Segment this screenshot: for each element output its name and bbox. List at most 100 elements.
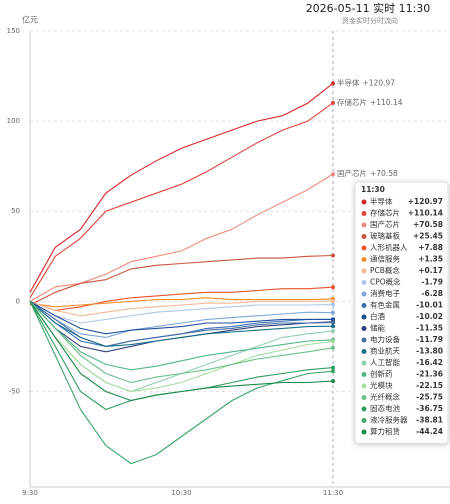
tooltip-value: -11.35 [416,324,443,333]
tooltip-value: +0.17 [418,266,443,275]
tooltip-value: -36.75 [416,404,443,413]
series-line [29,173,334,302]
tooltip-dot [361,383,367,389]
tooltip-name: 算力租赁 [370,426,400,436]
tooltip-name: 液冷服务器 [370,415,408,425]
tooltip-name: 存储芯片 [370,208,400,218]
tooltip-name: 人工智能 [370,357,400,367]
tooltip-dot [361,199,367,205]
end-label-value: +110.14 [370,98,403,107]
series-line [29,102,334,299]
y-tick-label: 150 [7,27,20,35]
tooltip-value: +70.58 [413,220,443,229]
tooltip-value: -44.24 [416,427,443,436]
tooltip-value: -13.80 [416,347,443,356]
tooltip-dot [361,406,367,412]
tooltip-value: -16.42 [416,358,443,367]
y-tick-label: 50 [11,207,20,215]
end-label-value: +120.97 [363,78,396,87]
tooltip-dot [361,245,367,251]
end-dot [331,172,335,177]
tooltip-name: 通信服务 [370,254,400,264]
tooltip-name: 商业航天 [370,346,400,356]
series-line [29,300,334,347]
tooltip-name: 光纤概念 [370,392,400,402]
tooltip-value: -1.79 [421,278,443,287]
tooltip-dot [361,234,367,239]
end-dot [331,299,335,304]
end-dot [331,365,335,370]
series-line [29,300,334,324]
tooltip-dot [361,268,367,274]
tooltip-value: -11.79 [416,335,443,344]
tooltip-title: 11:30 [361,185,385,194]
tooltip-name: 电力设备 [370,334,400,344]
tooltip-value: -22.15 [416,381,443,390]
chart-subtitle: 资金实时分时流向 [342,16,398,25]
tooltip-dot [361,349,367,354]
end-dot [331,302,335,307]
tooltip-dot [361,257,367,262]
tooltip-value: +7.88 [418,243,443,252]
x-tick-label: 11:30 [323,489,343,497]
tooltip-dot [361,222,367,228]
end-dot [331,285,335,290]
series-line [29,286,334,311]
tooltip-name: 白酒 [370,311,385,321]
series-line [29,254,334,306]
tooltip-dot [361,280,367,285]
tooltip-value: +110.14 [408,209,443,218]
tooltip-dot [361,372,367,377]
tooltip-name: 固态电池 [370,403,400,413]
end-dot [331,81,335,86]
end-dot [331,320,335,325]
series-line [29,301,334,371]
tooltip-value: -6.28 [421,289,443,298]
end-label: 存储芯片 +110.14 [337,97,403,107]
tooltip-name: 人形机器人 [370,242,408,252]
x-tick-label: 10:30 [171,489,191,497]
tooltip-name: 储能 [370,323,385,333]
tooltip-name: 半导体 [370,196,393,206]
tooltip-dot [361,395,367,400]
end-dot [331,379,335,384]
end-label-value: +70.58 [370,169,398,178]
series-line [29,301,334,393]
end-dot [331,345,335,350]
tooltip-name: PCB概念 [370,265,400,275]
tooltip-dot [361,337,367,343]
tooltip-box [354,181,449,444]
end-label: 半导体 +120.97 [337,77,395,87]
tooltip-dot [361,291,367,297]
y-axis-label: 亿元 [22,15,38,25]
tooltip-name: 光模块 [370,380,393,390]
x-tick-label: 9:30 [22,489,38,497]
tooltip-value: +1.35 [418,255,443,264]
series-line [29,301,334,384]
tooltip-name: 创新药 [370,369,393,379]
series-line [29,301,334,465]
end-dot [331,324,335,329]
tooltip-value: +120.97 [408,197,443,206]
end-dot [331,369,335,374]
end-label-name: 国产芯片 [337,168,367,178]
end-dot [331,339,335,344]
tooltip-value: -10.01 [416,301,443,310]
end-dot [331,328,335,333]
end-dot [331,310,335,315]
y-tick-label: -50 [9,387,20,395]
series-line [29,301,334,402]
tooltip-value: -10.02 [416,312,443,321]
tooltip-value: -25.75 [416,393,443,402]
tooltip-name: 消费电子 [370,288,400,298]
series-line [29,300,334,317]
tooltip-dot [361,314,367,320]
end-dot [331,253,335,258]
tooltip-value: -38.81 [416,416,443,425]
tooltip-dot [361,303,367,308]
end-dot [331,100,335,105]
tooltip-dot [361,429,367,435]
tooltip-name: CPO概念 [370,277,401,287]
series-line [29,82,334,293]
